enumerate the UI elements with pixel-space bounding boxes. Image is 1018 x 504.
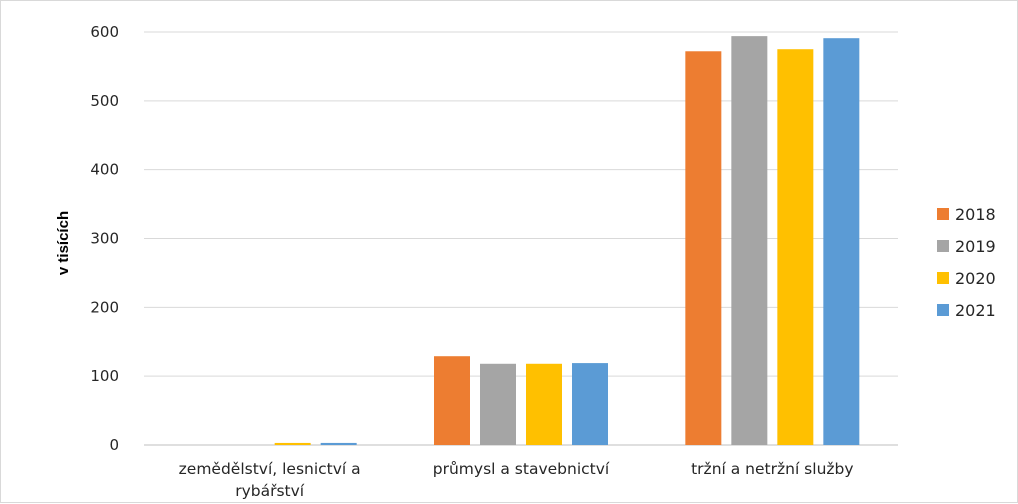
- legend-swatch: [937, 240, 949, 252]
- bar-2019-1: [480, 363, 516, 445]
- bar-2021-0: [320, 442, 357, 445]
- bar-2020-2: [777, 49, 814, 445]
- bar-2018-1: [434, 356, 470, 445]
- y-tick-label: 600: [90, 23, 119, 41]
- category-label: rybářství: [235, 482, 305, 500]
- bar-2020-0: [274, 442, 311, 445]
- y-tick-label: 200: [90, 298, 119, 316]
- bar-2021-1: [572, 363, 608, 445]
- legend-swatch: [937, 208, 949, 220]
- legend-swatch: [937, 304, 949, 316]
- legend: 2018 2019 2020 2021: [937, 205, 996, 320]
- y-tick-label: 400: [90, 161, 119, 179]
- category-label: tržní a netržní služby: [691, 460, 853, 478]
- y-axis-label: v tisících: [55, 211, 72, 275]
- gridlines: [144, 31, 898, 446]
- legend-label: 2019: [955, 237, 996, 256]
- legend-label: 2021: [955, 301, 996, 320]
- y-tick-label: 100: [90, 367, 119, 385]
- category-labels: zemědělství, lesnictví a rybářství průmysl…: [179, 460, 854, 500]
- legend-label: 2020: [955, 269, 996, 288]
- y-tick-labels: 0 100 200 300 400 500 600: [90, 23, 119, 454]
- y-tick-label: 300: [90, 230, 119, 248]
- bar-2021-2: [823, 38, 860, 445]
- category-label: zemědělství, lesnictví a: [179, 460, 361, 478]
- bar-2020-1: [526, 363, 562, 445]
- y-tick-label: 0: [109, 436, 119, 454]
- legend-label: 2018: [955, 205, 996, 224]
- category-label: průmysl a stavebnictví: [433, 460, 610, 478]
- bars: [274, 36, 860, 445]
- bar-2019-2: [731, 36, 768, 445]
- bar-2018-2: [685, 51, 722, 445]
- legend-swatch: [937, 272, 949, 284]
- y-tick-label: 500: [90, 92, 119, 110]
